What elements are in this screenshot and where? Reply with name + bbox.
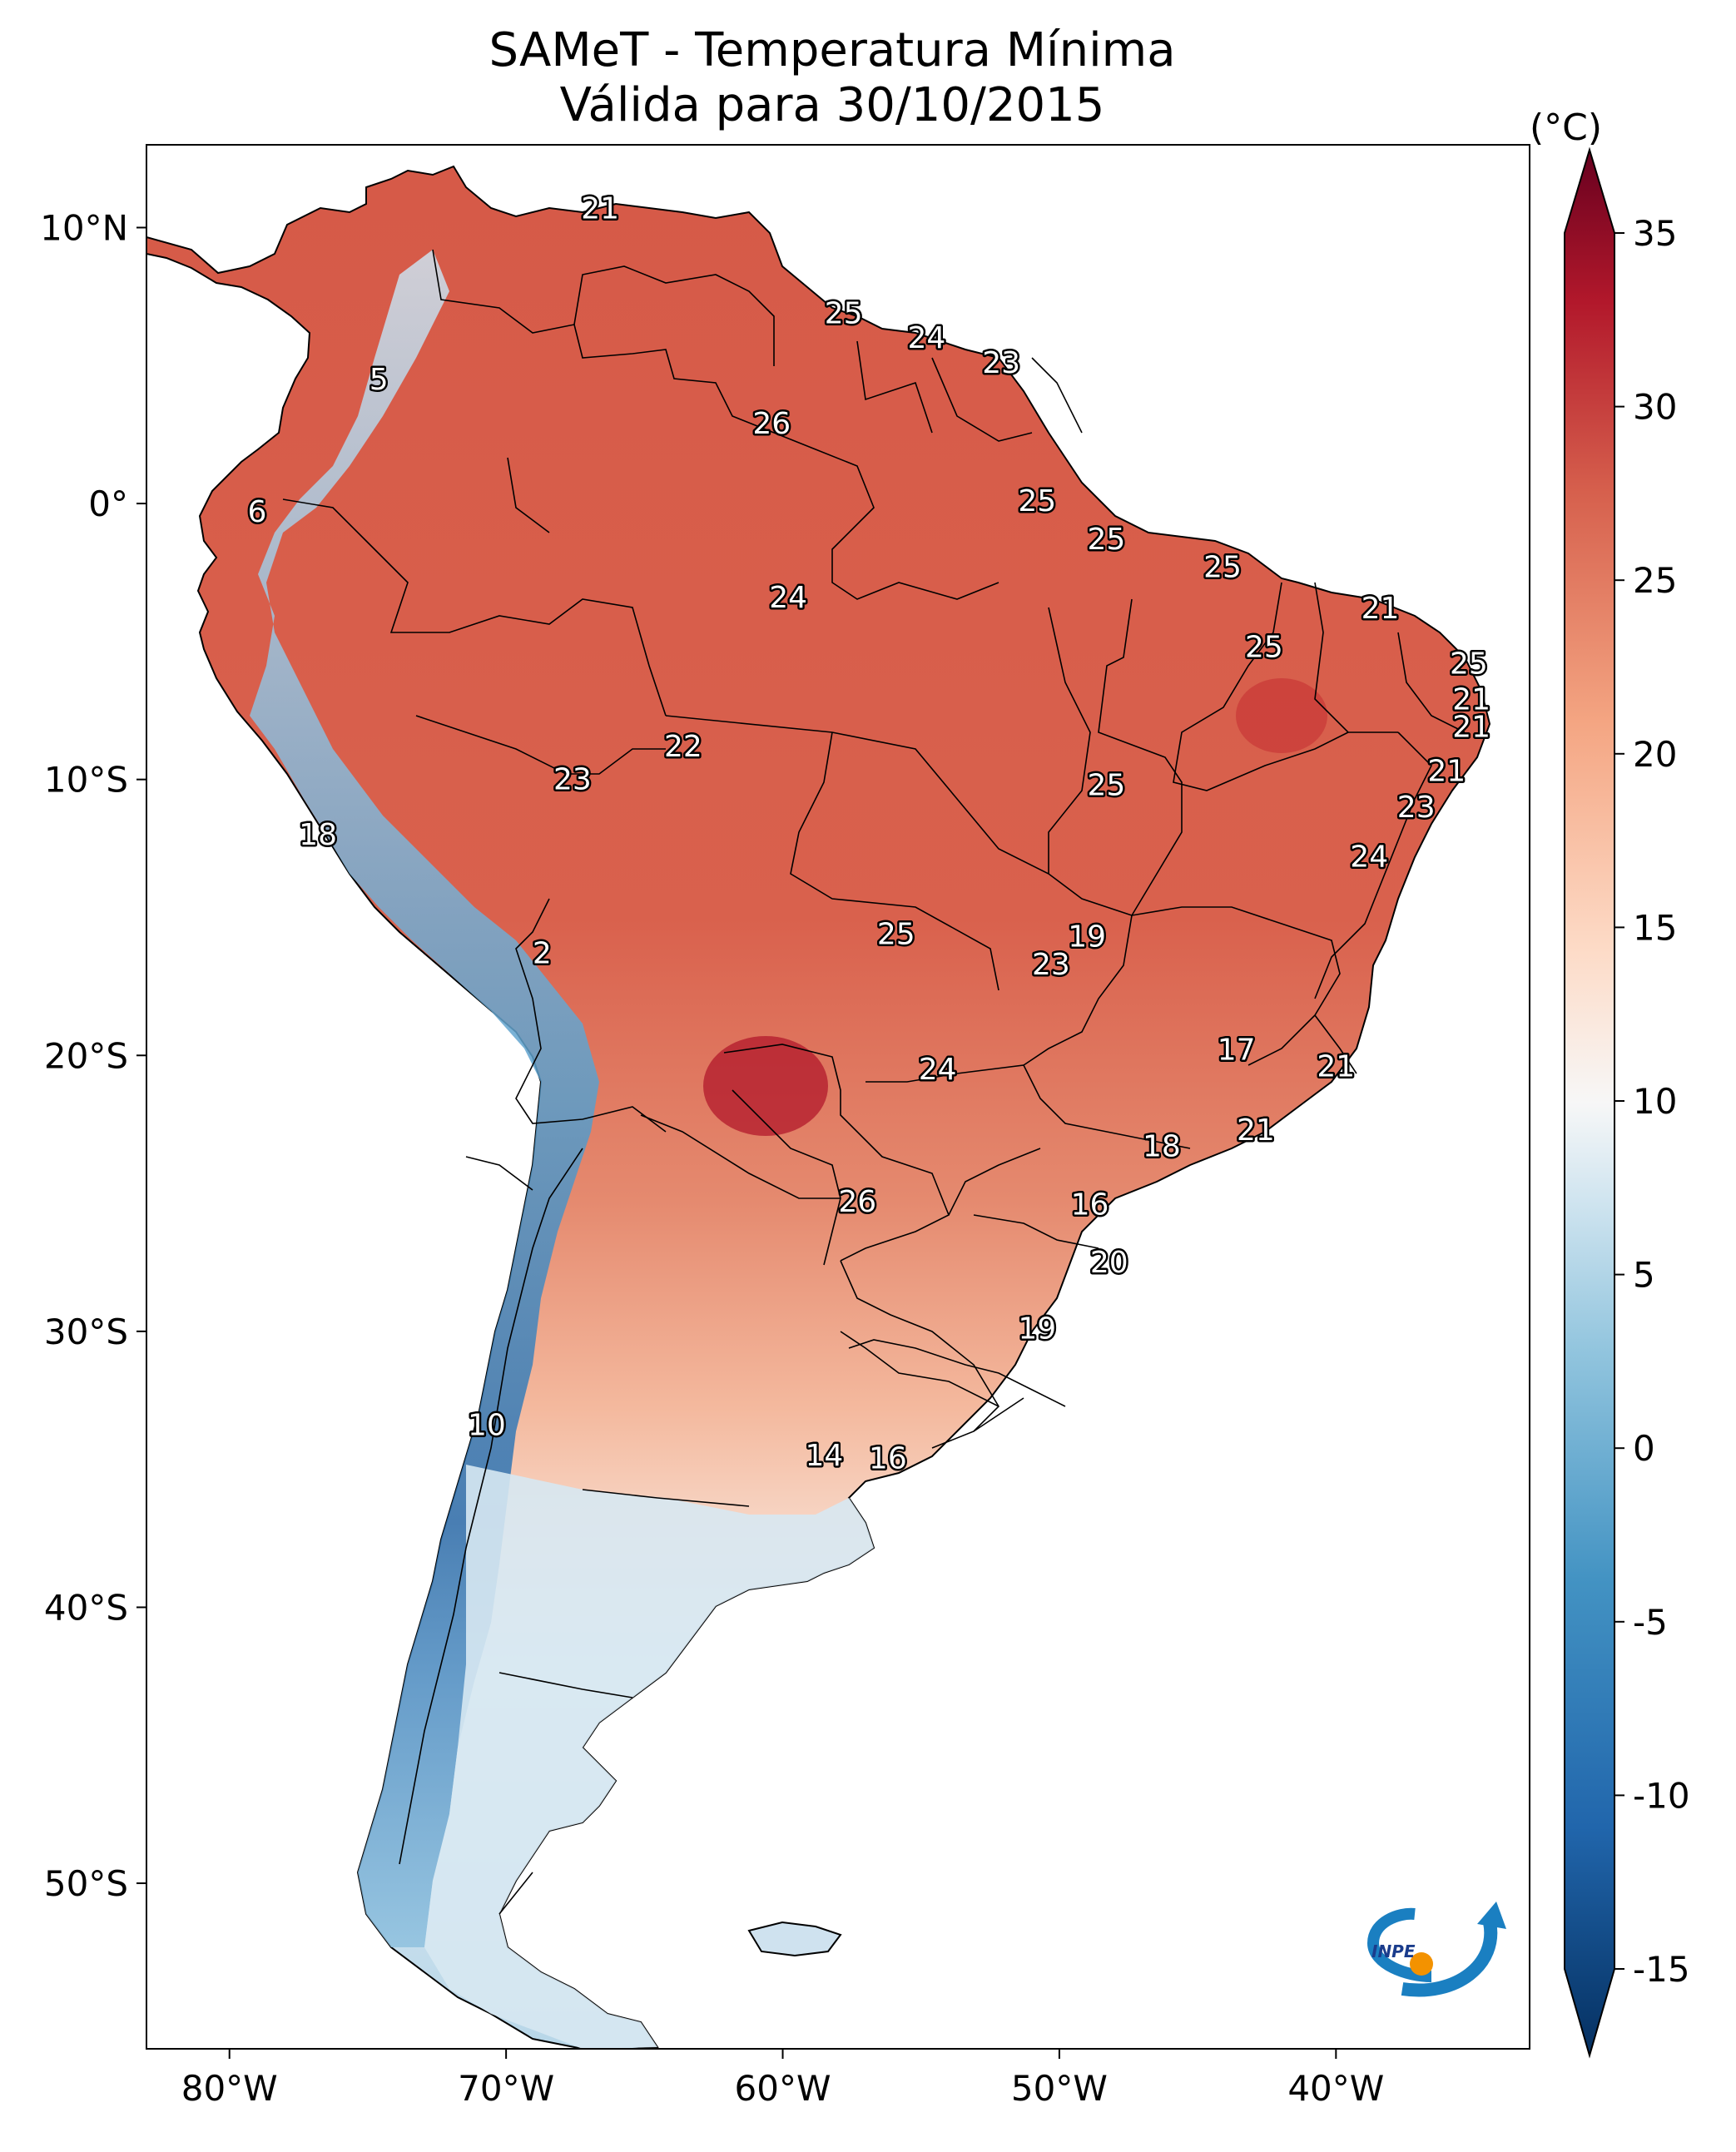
colorbar-tick-label: 0 [1633,1428,1655,1469]
station-label: 21 [1362,592,1400,626]
station-label: 24 [919,1053,957,1087]
station-label: 25 [825,296,863,330]
station-label: 17 [1218,1034,1256,1068]
lon-tick-label: 80°W [181,2068,278,2109]
station-label: 25 [1018,484,1056,518]
colorbar-tick-label: -15 [1633,1949,1690,1990]
map-frame [146,144,1530,2050]
colorbar-tick-label: 35 [1633,213,1677,254]
lon-tick-label: 60°W [735,2068,831,2109]
station-label: 21 [1317,1050,1355,1084]
lat-tick-label: 10°S [44,760,128,801]
colorbar-tick-label: 10 [1633,1081,1677,1122]
lat-tick-label: 10°N [40,207,128,248]
station-label: 18 [1143,1130,1181,1164]
station-label: 16 [1071,1188,1109,1222]
northeast-hot-spot [1236,678,1327,753]
chaco-hot-spot [703,1036,828,1136]
station-label: 20 [1090,1246,1128,1280]
station-label: 18 [299,818,337,852]
station-label: 23 [1397,791,1436,825]
logo-arrow-icon [1477,1902,1506,1929]
colorbar-unit-label: (°C) [1530,107,1603,149]
inpe-logo: INPE [1366,1902,1506,1997]
station-label: 25 [1450,647,1488,681]
station-label: 26 [838,1185,876,1219]
station-label: 25 [877,917,915,951]
station-label: 23 [982,346,1020,380]
colorbar-tick-label: 30 [1633,387,1677,428]
colorbar-ticks: 35 30 25 20 15 10 5 0 -5 -10 -15 [1614,213,1690,1990]
colorbar-tick-label: 15 [1633,907,1677,948]
station-label: 14 [805,1439,843,1473]
latitude-axis: 10°N 0° 10°S 20°S 30°S 40°S 50°S [40,207,146,1904]
station-label: 19 [1068,920,1106,955]
colorbar-tick-label: -5 [1633,1602,1668,1643]
station-label: 24 [907,321,945,355]
station-label: 5 [370,363,389,397]
falkland-islands [747,1921,842,1957]
colorbar-tick-label: 25 [1633,560,1677,601]
station-label: 24 [1350,840,1388,875]
station-label: 21 [581,191,619,226]
colorbar: 35 30 25 20 15 10 5 0 -5 -10 -15 [1564,146,1690,2059]
station-label: 19 [1018,1312,1056,1346]
colorbar-tick-label: -10 [1633,1775,1690,1816]
colorbar-tick-label: 20 [1633,734,1677,775]
station-label: 22 [664,730,702,764]
station-label: 10 [468,1409,506,1443]
longitude-axis: 80°W 70°W 60°W 50°W 40°W [181,2049,1384,2109]
continent-land [146,165,1491,2049]
lat-tick-label: 50°S [44,1863,128,1904]
station-label: 25 [1203,550,1242,584]
lon-tick-label: 70°W [458,2068,554,2109]
lon-tick-label: 50°W [1011,2068,1108,2109]
logo-text: INPE [1371,1941,1416,1961]
lon-tick-label: 40°W [1287,2068,1384,2109]
station-label: 26 [752,407,791,441]
station-label: 6 [248,495,267,529]
station-label: 21 [1427,755,1466,789]
station-label: 21 [1452,711,1490,745]
station-label: 23 [553,763,592,797]
political-borders [282,249,1466,1915]
patagonia-cool-area [424,1465,874,2049]
station-label: 2 [533,937,552,971]
map-title: SAMeT - Temperatura Mínima [489,23,1176,77]
logo-sun-icon [1410,1952,1433,1976]
station-label: 23 [1032,948,1070,982]
lat-tick-label: 20°S [44,1035,128,1076]
station-label: 25 [1245,631,1283,665]
station-label: 24 [769,581,807,615]
station-label: 16 [869,1441,907,1475]
station-label: 21 [1237,1113,1275,1148]
station-label: 25 [1088,523,1126,557]
colorbar-body [1564,146,1615,2059]
map-subtitle: Válida para 30/10/2015 [559,78,1105,132]
lat-tick-label: 0° [88,483,128,524]
lat-tick-label: 30°S [44,1312,128,1352]
colorbar-tick-label: 5 [1633,1255,1655,1296]
station-label: 21 [1452,683,1490,717]
logo-arc-icon [1366,1907,1432,1982]
lat-tick-label: 40°S [44,1587,128,1628]
station-label: 25 [1088,768,1126,802]
